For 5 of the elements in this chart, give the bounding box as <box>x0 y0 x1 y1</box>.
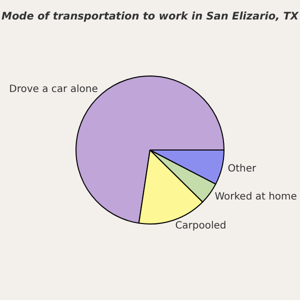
slice-label: Drove a car alone <box>9 84 98 95</box>
chart-title: Mode of transportation to work in San Elizario, TX <box>2 10 300 22</box>
slice-label: Other <box>228 163 258 174</box>
slice-label: Worked at home <box>214 192 297 203</box>
slice-label: Carpooled <box>175 220 226 232</box>
